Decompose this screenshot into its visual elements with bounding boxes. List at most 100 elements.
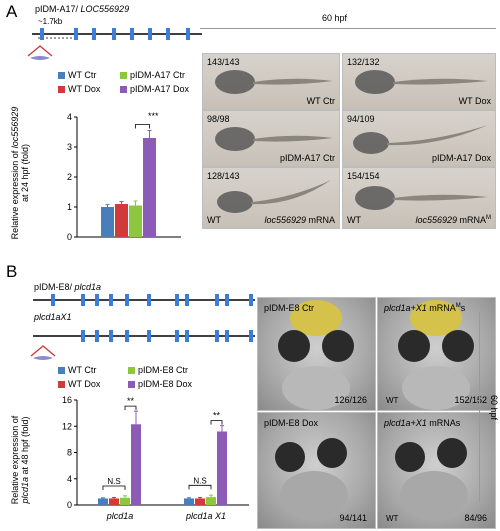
y-tick-label: 4 xyxy=(67,474,72,484)
legend-swatch xyxy=(58,367,65,375)
ns-label: N.S xyxy=(193,476,206,485)
timepoint-divider xyxy=(200,28,496,29)
construct-gene: LOC556929 xyxy=(80,4,130,14)
head-shape xyxy=(275,438,348,519)
fish-image-wt-dox: 132/132 WT Dox xyxy=(342,53,496,110)
panel-b-timepoint-label: 60 hpf xyxy=(489,395,499,421)
image-count: 154/154 xyxy=(347,171,380,181)
fish-image-wt-ctr: 143/143 WT Ctr xyxy=(202,53,340,110)
x-tick-label: plcd1a X1 xyxy=(185,511,226,521)
scale-label: ~1.7kb xyxy=(38,17,63,26)
timepoint-bracket xyxy=(479,312,480,502)
bar xyxy=(206,497,216,505)
y-tick-label: 0 xyxy=(67,232,72,242)
fish-image-loc-mrna: 128/143 WT loc556929 mRNA xyxy=(202,167,340,229)
image-label: pIDM-A17 Ctr xyxy=(279,153,335,163)
y-tick-label: 16 xyxy=(62,395,72,405)
vector-icon xyxy=(30,56,50,60)
y-tick-label: 2 xyxy=(67,172,72,182)
y-tick-label: 4 xyxy=(67,112,72,122)
panel-b-ylabel: Relative expression of plcd1a at 48 hpf … xyxy=(10,415,30,505)
larva-shape xyxy=(215,127,333,151)
head-shape xyxy=(278,300,354,410)
panel-b-construct-label: pIDM-E8/ plcd1a xyxy=(34,282,102,292)
image-count: 84/96 xyxy=(464,513,487,523)
bar xyxy=(195,498,205,505)
head-shape xyxy=(395,438,468,519)
larva-image-pidm-e8-dox: pIDM-E8 Dox 94/141 xyxy=(257,412,376,529)
legend-item: pIDM-E8 Dox xyxy=(128,379,192,389)
larva-shape xyxy=(353,125,488,154)
sig-label: ** xyxy=(127,396,135,406)
insertion-marker xyxy=(27,45,53,57)
larva-shape xyxy=(355,70,488,94)
y-tick-label: 1 xyxy=(67,202,72,212)
image-count: 128/143 xyxy=(207,171,240,181)
legend-item: WT Ctr xyxy=(58,70,96,80)
image-corner-label: WT xyxy=(207,215,221,225)
legend-swatch xyxy=(58,72,65,80)
bar xyxy=(109,498,119,505)
panel-b-gene-diagram xyxy=(30,294,255,360)
bar xyxy=(184,498,194,505)
bar xyxy=(115,204,128,237)
image-label: WT Ctr xyxy=(306,96,335,106)
bar xyxy=(98,498,108,505)
image-count: 94/141 xyxy=(339,513,367,523)
sig-bracket xyxy=(135,124,150,129)
image-count: 152/152 xyxy=(454,395,487,405)
exons xyxy=(40,28,190,40)
legend-swatch xyxy=(128,381,135,389)
panel-a-timepoint: 60 hpf xyxy=(322,13,348,23)
sig-bracket xyxy=(124,405,137,411)
image-count: 98/98 xyxy=(207,114,230,124)
sig-label: ** xyxy=(213,411,221,421)
image-count: 94/109 xyxy=(347,114,375,124)
exons-gene1 xyxy=(51,294,253,306)
legend-item: WT Dox xyxy=(58,379,100,389)
larva-shape xyxy=(217,180,331,213)
image-corner-label: WT xyxy=(386,396,399,405)
image-title: plcd1a+X1 mRNAs xyxy=(384,418,461,428)
larva-image-plcd1a-x1-mrnas: plcd1a+X1 mRNAs WT 84/96 xyxy=(377,412,496,529)
panel-a-bar-chart: 0 1 2 3 4 xyxy=(67,112,181,242)
larva-image-plcd1a-x1-mrna-m: plcd1a+X1 mRNAMs WT 152/152 xyxy=(377,297,496,411)
image-corner-label: WT xyxy=(347,215,361,225)
fish-image-pidm-ctr: 98/98 pIDM-A17 Ctr xyxy=(202,110,340,167)
panel-b-gene2-label: plcd1aX1 xyxy=(34,312,72,322)
panel-a-letter: A xyxy=(6,2,18,21)
legend-item: WT Ctr xyxy=(58,365,96,375)
x-tick-label: plcd1a xyxy=(106,511,134,521)
legend-swatch xyxy=(58,86,65,94)
ns-bracket xyxy=(102,485,126,490)
fish-image-loc-mrna-m: 154/154 WT loc556929 mRNAM xyxy=(342,167,496,229)
image-title: pIDM-E8 Ctr xyxy=(264,303,315,313)
legend-item: pIDM-A17 Ctr xyxy=(120,70,185,80)
image-label: pIDM-A17 Dox xyxy=(431,153,491,163)
legend-item: WT Dox xyxy=(58,84,100,94)
head-shape xyxy=(398,300,474,410)
legend-swatch xyxy=(58,381,65,389)
bar xyxy=(131,424,141,505)
panel-a-significance: *** xyxy=(148,111,159,121)
bar xyxy=(101,207,114,237)
legend-swatch xyxy=(128,367,135,375)
y-tick-label: 12 xyxy=(62,421,72,431)
image-label: WT Dox xyxy=(458,96,491,106)
y-tick-label: 0 xyxy=(67,500,72,510)
image-count: 143/143 xyxy=(207,57,240,67)
larva-shape xyxy=(355,186,488,210)
legend-item: pIDM-E8 Ctr xyxy=(128,365,188,375)
legend-item: pIDM-A17 Dox xyxy=(120,84,189,94)
ns-label: N.S xyxy=(107,477,120,486)
bar xyxy=(143,138,156,237)
bar xyxy=(217,431,227,505)
insertion-marker xyxy=(30,345,56,357)
image-label: loc556929 mRNA xyxy=(264,215,335,225)
larva-shape xyxy=(215,70,333,94)
panel-a-gene-diagram xyxy=(27,28,202,60)
image-label: loc556929 mRNAM xyxy=(415,215,491,225)
image-count: 126/126 xyxy=(334,395,367,405)
construct-prefix: pIDM-A17/ xyxy=(35,4,79,14)
legend-swatch xyxy=(120,72,127,80)
